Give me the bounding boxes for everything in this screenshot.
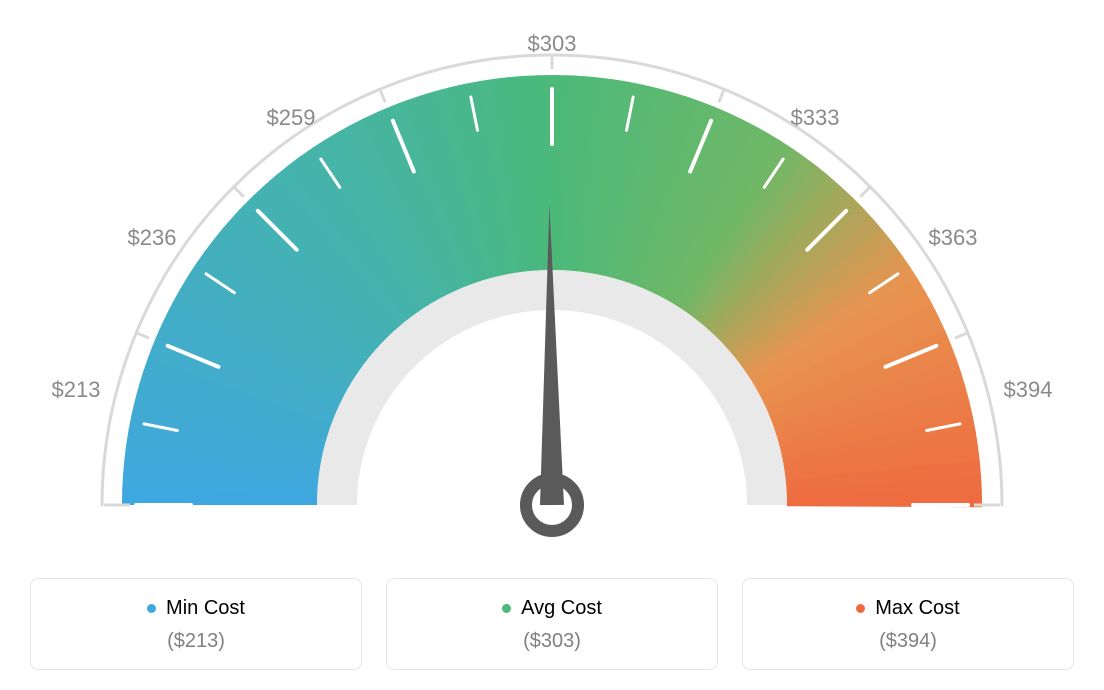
- legend-label-avg: Avg Cost: [502, 597, 602, 620]
- gauge-tick-label: $333: [791, 105, 840, 131]
- legend-value-max: ($394): [743, 630, 1073, 653]
- legend-label-avg-text: Avg Cost: [521, 597, 602, 620]
- legend-card-max: Max Cost ($394): [742, 578, 1074, 670]
- legend-row: Min Cost ($213) Avg Cost ($303) Max Cost…: [30, 578, 1074, 670]
- legend-value-min: ($213): [31, 630, 361, 653]
- legend-card-min: Min Cost ($213): [30, 578, 362, 670]
- gauge-tick-label: $259: [267, 105, 316, 131]
- gauge-svg: [0, 0, 1104, 560]
- legend-label-min: Min Cost: [147, 597, 245, 620]
- dot-icon: [502, 604, 511, 613]
- gauge-tick-label: $236: [128, 225, 177, 251]
- gauge-tick-label: $303: [528, 31, 577, 57]
- legend-value-avg: ($303): [387, 630, 717, 653]
- dot-icon: [856, 604, 865, 613]
- legend-label-max-text: Max Cost: [875, 597, 959, 620]
- gauge-chart-container: $213 $236 $259 $303 $333 $363 $394 Min Cost ($…: [0, 0, 1104, 690]
- legend-label-max: Max Cost: [856, 597, 959, 620]
- gauge-tick-label: $394: [1004, 377, 1053, 403]
- gauge-tick-label: $363: [929, 225, 978, 251]
- legend-card-avg: Avg Cost ($303): [386, 578, 718, 670]
- dot-icon: [147, 604, 156, 613]
- gauge: $213 $236 $259 $303 $333 $363 $394: [0, 0, 1104, 560]
- gauge-tick-label: $213: [52, 377, 101, 403]
- legend-label-min-text: Min Cost: [166, 597, 245, 620]
